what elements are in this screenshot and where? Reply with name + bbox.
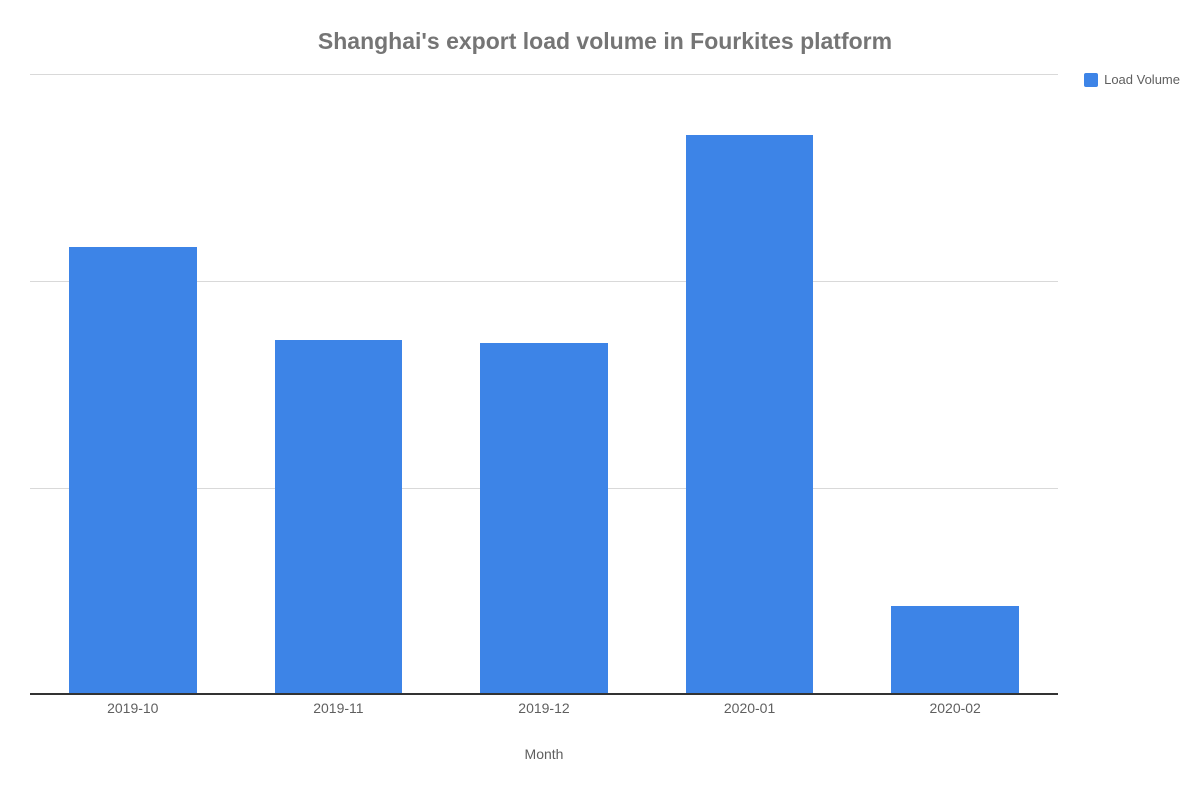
- x-tick-label: 2020-01: [647, 700, 853, 716]
- bar: [69, 247, 196, 693]
- bars-row: [30, 73, 1058, 693]
- legend-label: Load Volume: [1104, 72, 1180, 87]
- bar: [480, 343, 607, 693]
- x-axis-line: [30, 693, 1058, 695]
- bar-slot: [441, 73, 647, 693]
- x-tick-label: 2020-02: [852, 700, 1058, 716]
- bar-slot: [647, 73, 853, 693]
- legend: Load Volume: [1084, 72, 1180, 87]
- x-axis-title: Month: [30, 746, 1058, 762]
- x-tick-label: 2019-12: [441, 700, 647, 716]
- x-axis-labels: 2019-102019-112019-122020-012020-02: [30, 700, 1058, 716]
- bar: [275, 340, 402, 693]
- legend-swatch: [1084, 73, 1098, 87]
- x-tick-label: 2019-10: [30, 700, 236, 716]
- x-tick-label: 2019-11: [236, 700, 442, 716]
- bar: [891, 606, 1018, 693]
- plot-area: [30, 70, 1058, 695]
- chart-title: Shanghai's export load volume in Fourkit…: [30, 28, 1180, 55]
- bar-slot: [30, 73, 236, 693]
- bar: [686, 135, 813, 693]
- bar-slot: [852, 73, 1058, 693]
- chart-container: Shanghai's export load volume in Fourkit…: [0, 0, 1200, 788]
- bar-slot: [236, 73, 442, 693]
